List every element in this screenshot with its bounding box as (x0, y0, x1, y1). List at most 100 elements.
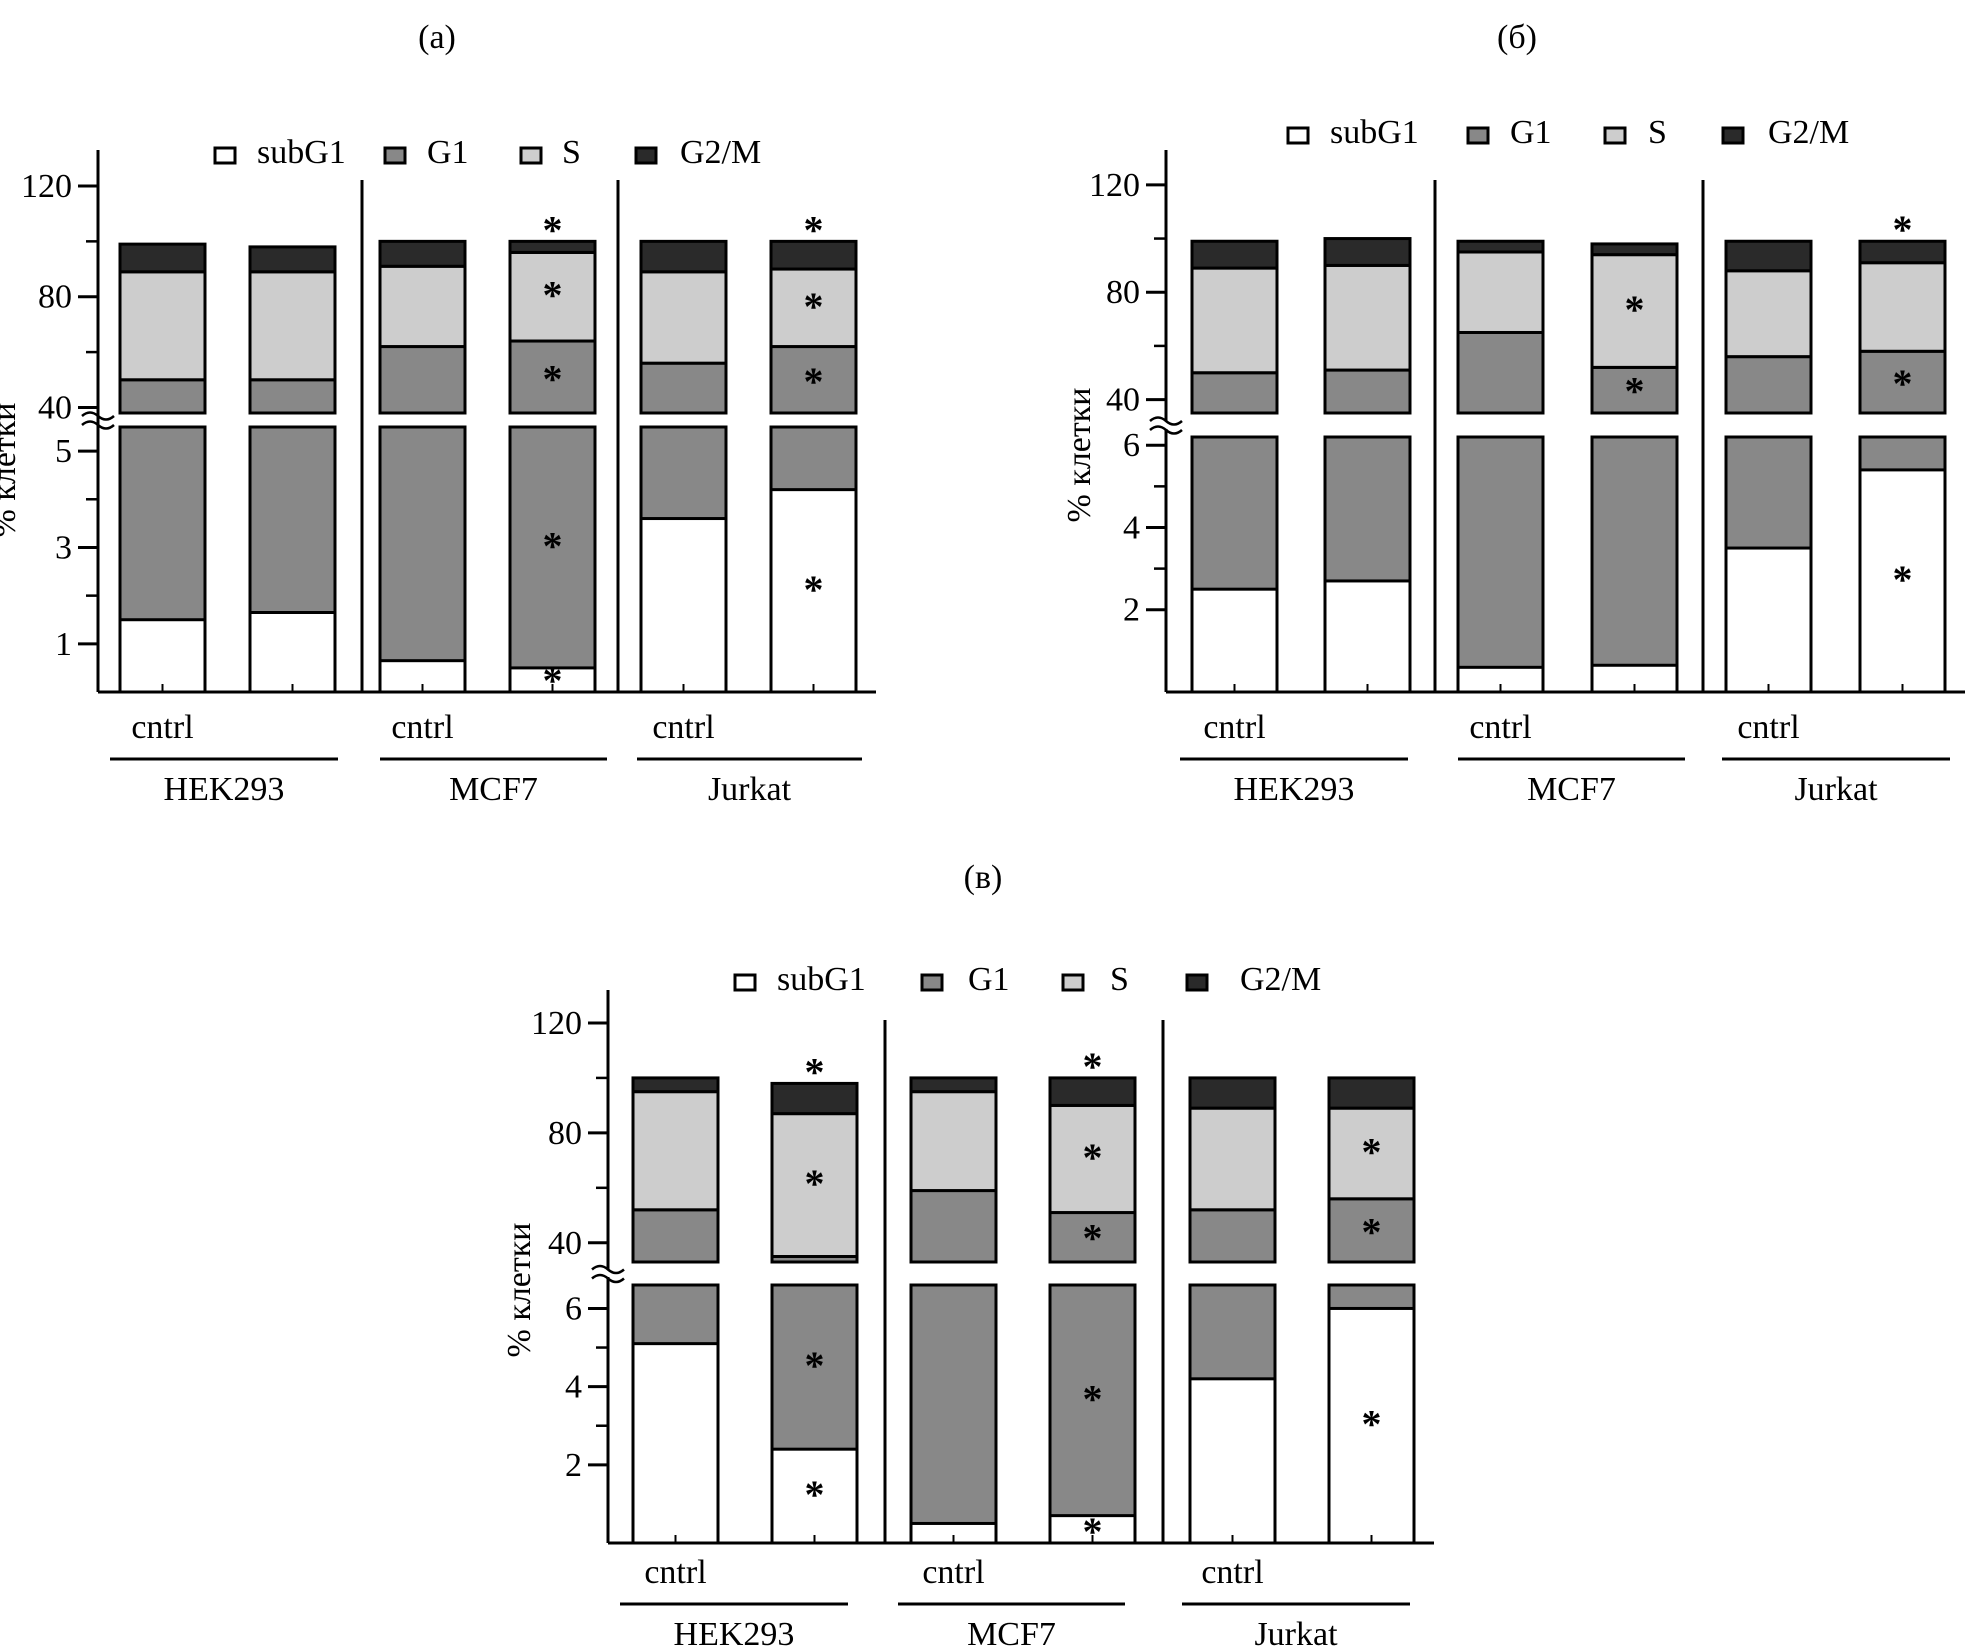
bar-segment-s (639, 270, 728, 365)
bar-segment-subg1 (769, 488, 858, 694)
bar-segment-subg1 (1590, 663, 1679, 694)
legend-label-1: G1 (968, 961, 1010, 998)
bar-MCF7-treated: * * * * * (1048, 1044, 1137, 1554)
bar-segment-s (1323, 263, 1412, 372)
significance-star: * (1083, 1509, 1103, 1554)
y-tick-label-upper: 40 (548, 1225, 582, 1262)
bar-HEK293-control (631, 1076, 720, 1545)
bar-segment-s (248, 270, 337, 382)
control-label: cntrl (131, 709, 193, 746)
bar-segment-g1-lower (378, 425, 467, 694)
bar-MCF7-treated: * * * * * (508, 207, 597, 703)
y-tick-label-lower: 6 (565, 1290, 582, 1327)
axis-break-mark (1149, 416, 1183, 435)
significance-star: * (805, 1049, 825, 1094)
bar-segment-subg1 (248, 611, 337, 694)
legend-swatch-1 (920, 973, 944, 992)
control-label: cntrl (922, 1554, 984, 1591)
control-label: cntrl (391, 709, 453, 746)
legend-label-3: G2/M (1240, 961, 1321, 998)
bar-segment-g1 (378, 345, 467, 415)
bar-segment-s (1188, 1106, 1277, 1212)
bar-segment-g2m (1327, 1076, 1416, 1110)
bar-segment-g1 (769, 345, 858, 415)
group-label: MCF7 (449, 771, 538, 808)
bar-segment-subg1 (1323, 579, 1412, 694)
bar-segment-s (1456, 250, 1545, 334)
bar-segment-g1 (1188, 1208, 1277, 1264)
chart-panel-0: (а) subG1 G1 S G2/M 1 3 5 40 80 120 % клетки cntrl HE… (0, 19, 876, 808)
bar-MCF7-control (909, 1076, 998, 1545)
group-label: MCF7 (967, 1616, 1056, 1650)
bar-segment-g1 (1323, 368, 1412, 415)
group-label: MCF7 (1527, 771, 1616, 808)
bar-segment-subg1 (631, 1342, 720, 1545)
legend-label-2: S (562, 134, 581, 171)
bar-segment-g2m (248, 245, 337, 274)
y-tick-label-upper: 120 (21, 168, 72, 205)
legend-swatch-3 (1721, 126, 1745, 145)
bar-segment-g1-lower (1590, 435, 1679, 694)
bar-segment-subg1 (1724, 546, 1813, 694)
significance-star: * (804, 207, 824, 252)
y-tick-label-upper: 40 (38, 389, 72, 426)
group-label: HEK293 (164, 771, 285, 808)
bar-segment-g2m (1724, 239, 1813, 273)
significance-star: * (805, 1161, 825, 1206)
legend-swatch-3 (634, 146, 658, 165)
significance-star: * (1362, 1210, 1382, 1255)
control-label: cntrl (1737, 709, 1799, 746)
bar-segment-g2m (1858, 239, 1947, 265)
y-axis-label: % клетки (0, 403, 23, 538)
legend-label-3: G2/M (680, 134, 761, 171)
legend-label-1: G1 (1510, 114, 1552, 151)
significance-star: * (805, 1472, 825, 1517)
bar-segment-g1 (1590, 365, 1679, 415)
panel-title: (б) (1497, 19, 1537, 56)
bar-segment-g1 (248, 378, 337, 415)
bar-segment-g2m (909, 1076, 998, 1094)
control-label: cntrl (1469, 709, 1531, 746)
legend-swatch-1 (383, 146, 407, 165)
bar-segment-s (118, 270, 207, 382)
bar-segment-subg1 (1188, 1377, 1277, 1545)
bar-segment-g1 (909, 1189, 998, 1264)
significance-star: * (543, 207, 563, 252)
legend-swatch-2 (1061, 973, 1085, 992)
legend-swatch-2 (519, 146, 543, 165)
significance-star: * (1893, 361, 1913, 406)
y-tick-label-upper: 80 (38, 279, 72, 316)
bar-Jurkat-treated: * * * (1327, 1076, 1416, 1545)
bar-segment-g2m (1048, 1076, 1137, 1107)
bar-segment-g2m (1456, 239, 1545, 254)
y-tick-label-lower: 4 (1123, 509, 1140, 546)
bar-segment-g2m (1590, 242, 1679, 257)
bar-segment-g1 (639, 361, 728, 415)
y-tick-label-upper: 80 (1106, 274, 1140, 311)
control-label: cntrl (652, 709, 714, 746)
significance-star: * (804, 359, 824, 404)
group-label: HEK293 (1234, 771, 1355, 808)
bar-HEK293-treated (1323, 237, 1412, 694)
bar-HEK293-control (118, 242, 207, 694)
legend-label-0: subG1 (257, 134, 346, 171)
legend-label-0: subG1 (777, 961, 866, 998)
bar-segment-g2m (1190, 239, 1279, 270)
significance-star: * (1083, 1044, 1103, 1089)
y-tick-label-upper: 40 (1106, 382, 1140, 419)
y-tick-label-upper: 120 (531, 1005, 582, 1042)
bar-segment-s (508, 250, 597, 343)
y-tick-label-lower: 2 (1123, 592, 1140, 629)
bar-segment-s (1724, 269, 1813, 359)
legend-swatch-0 (213, 146, 237, 165)
significance-star: * (804, 567, 824, 612)
bar-segment-s (770, 1112, 859, 1259)
control-label: cntrl (1203, 709, 1265, 746)
bar-segment-s (909, 1090, 998, 1193)
bar-segment-g1 (1724, 355, 1813, 415)
significance-star: * (1083, 1216, 1103, 1261)
legend-label-2: S (1110, 961, 1129, 998)
bar-segment-g2m (508, 239, 597, 254)
bar-segment-g2m (769, 239, 858, 271)
bar-MCF7-treated: ** (1590, 242, 1679, 694)
